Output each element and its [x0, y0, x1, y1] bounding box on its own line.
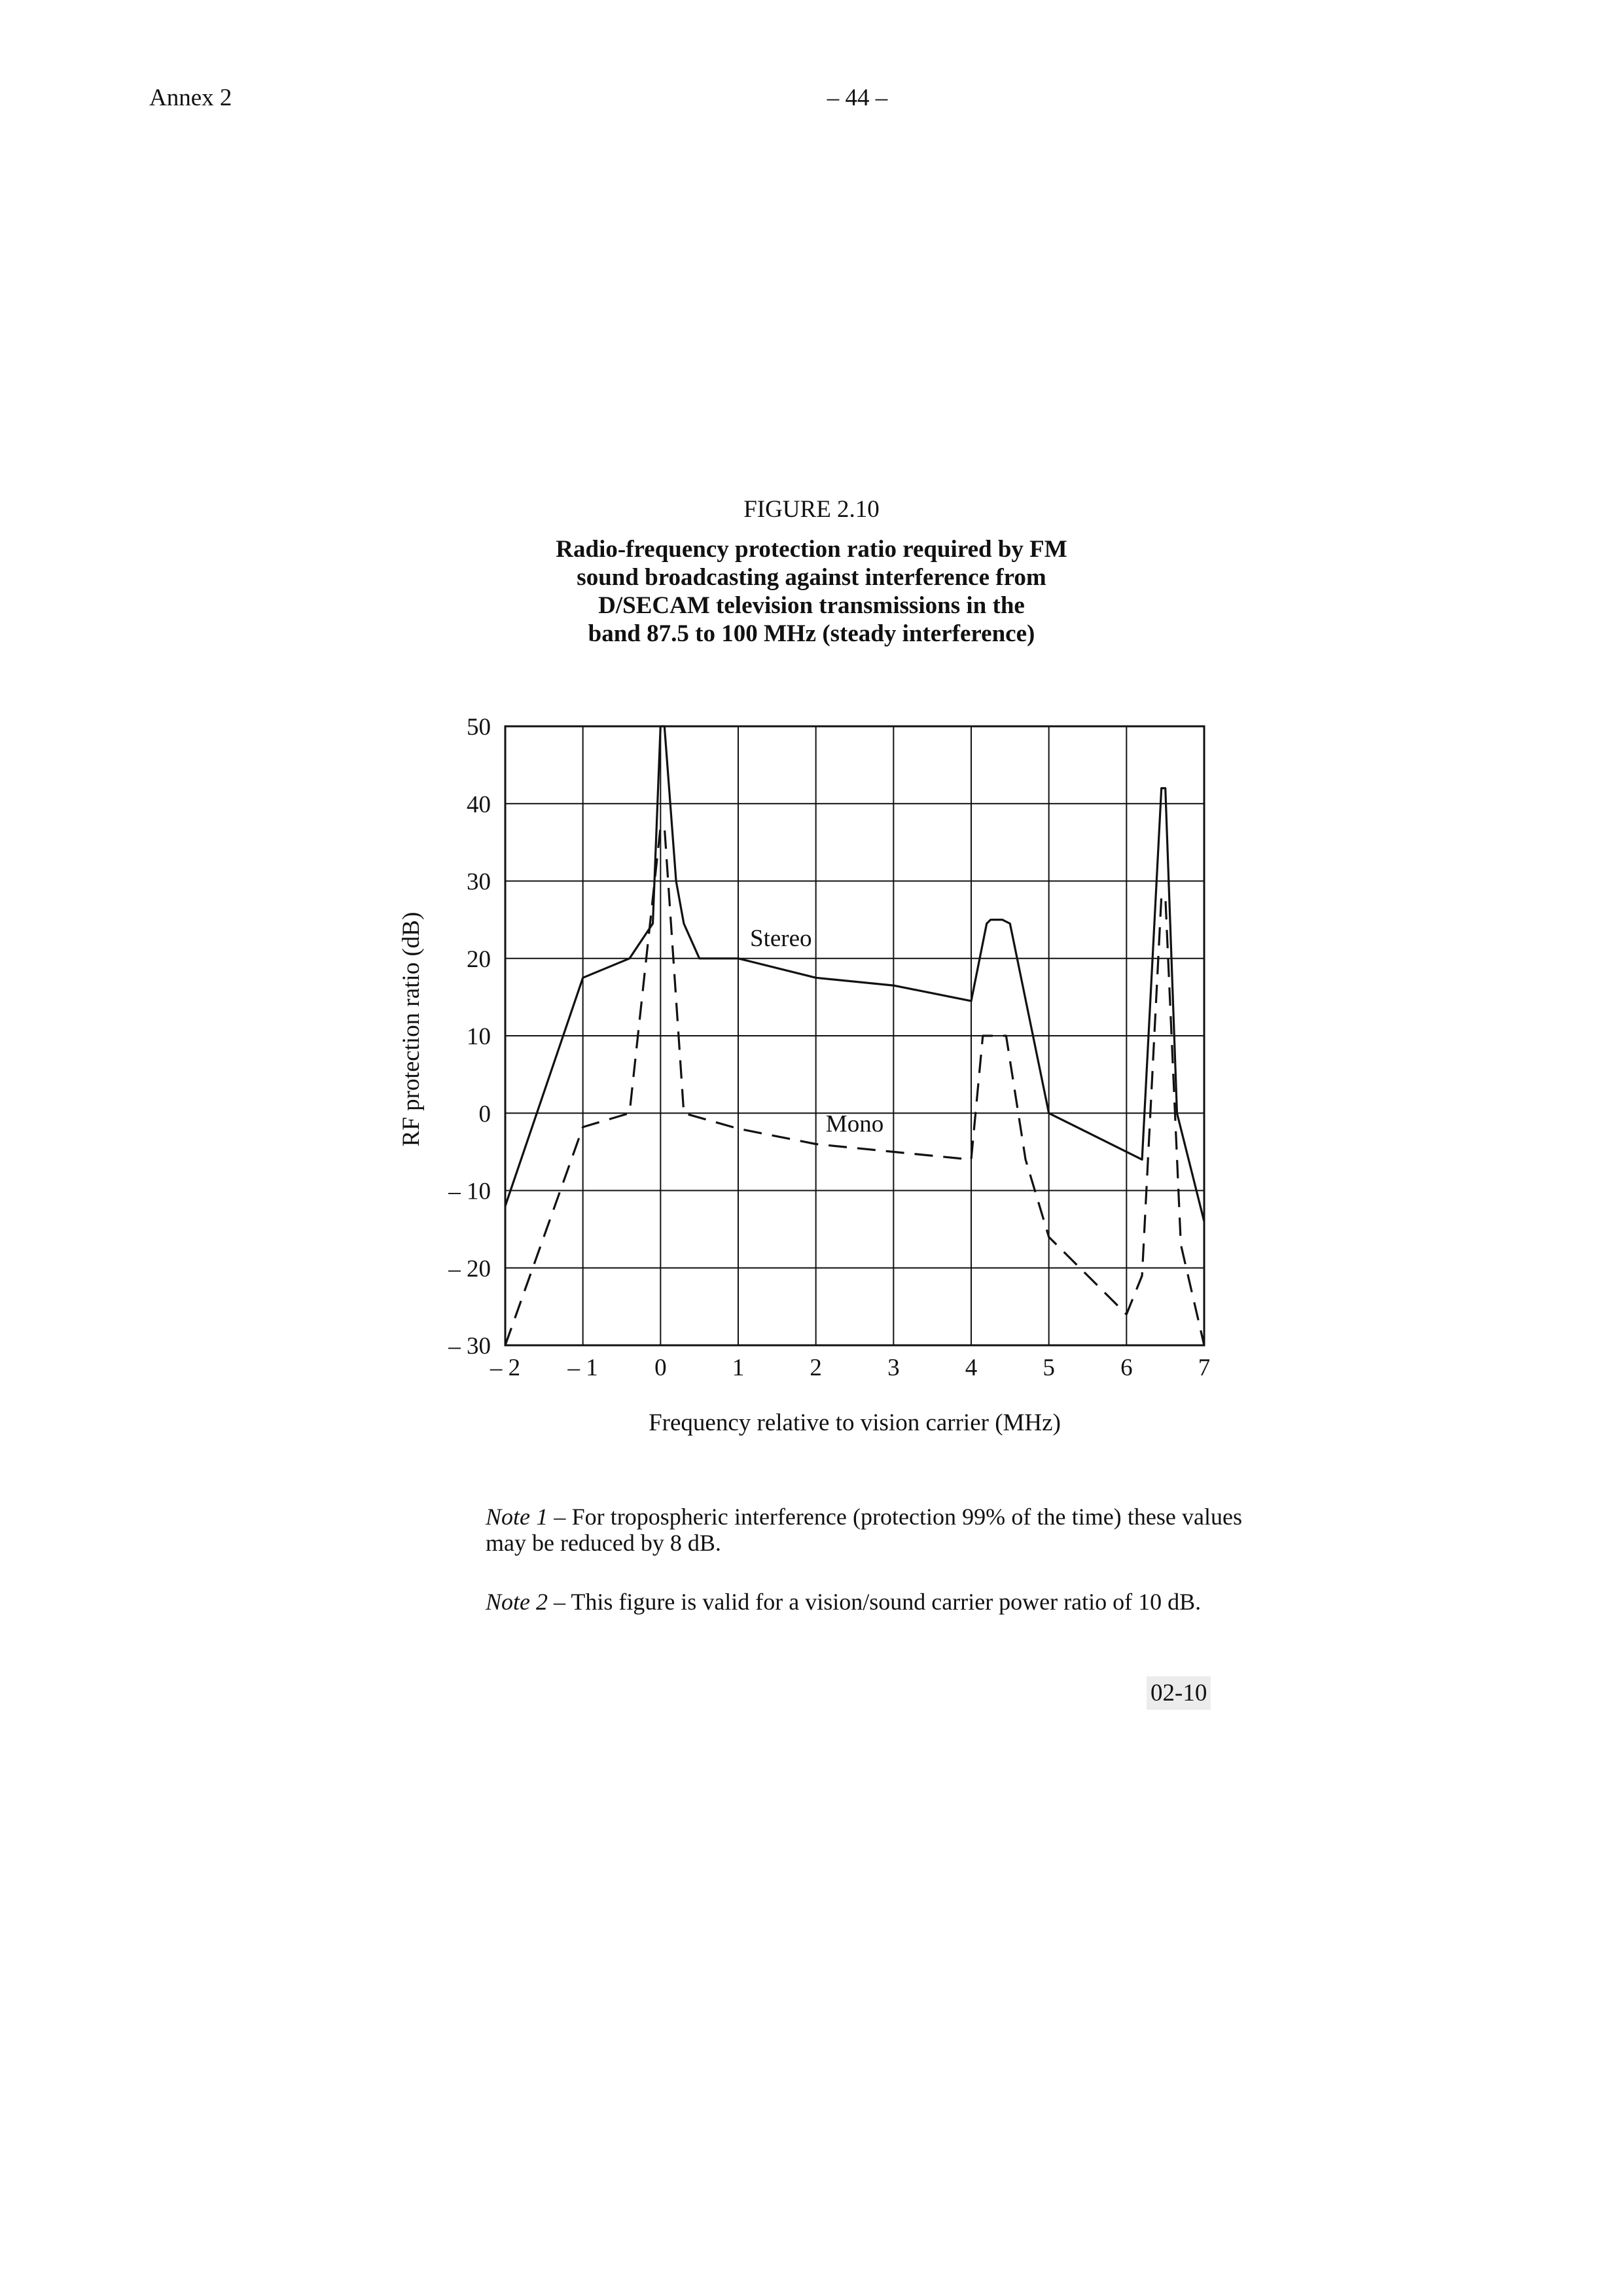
y-tick-label: 40: [467, 791, 491, 818]
series-annotations: Stereo Mono: [750, 925, 883, 1138]
x-tick-label: 5: [1043, 1354, 1055, 1381]
y-tick-label: – 20: [448, 1256, 491, 1282]
series-layer: [504, 725, 1205, 1346]
figure-code: 02-10: [1147, 1676, 1211, 1710]
y-tick-label: 20: [467, 946, 491, 973]
figure-title-line-1: Radio-frequency protection ratio require…: [556, 536, 1067, 563]
y-tick-label: 50: [467, 714, 491, 741]
figure-number: FIGURE 2.10: [743, 496, 880, 523]
x-tick-label: 6: [1120, 1354, 1133, 1381]
y-tick-label: – 30: [448, 1333, 491, 1360]
note-1-text: – For tropospheric interference (protect…: [486, 1504, 1243, 1556]
x-tick-label: 4: [965, 1354, 978, 1381]
y-tick-label: 30: [467, 869, 491, 896]
figure-title: Radio-frequency protection ratio require…: [550, 535, 1073, 648]
plot-frame: [504, 725, 1205, 1347]
note-2-label: Note 2: [486, 1589, 548, 1615]
x-axis-label: Frequency relative to vision carrier (MH…: [649, 1409, 1061, 1436]
y-axis-label: RF protection ratio (dB): [398, 912, 425, 1147]
y-tick-label: 0: [479, 1101, 491, 1127]
note-2: Note 2 – This figure is valid for a visi…: [486, 1589, 1242, 1615]
series-line-mono: [504, 826, 1205, 1346]
x-tick-label: 0: [654, 1354, 667, 1381]
figure-title-line-4: band 87.5 to 100 MHz (steady interferenc…: [588, 620, 1035, 647]
x-tick-label: 1: [732, 1354, 745, 1381]
y-tick-label: – 10: [448, 1178, 491, 1205]
series-line-stereo: [504, 725, 1205, 1222]
header-annex-label: Annex 2: [149, 84, 232, 111]
figure-title-line-2: sound broadcasting against interference …: [577, 564, 1046, 591]
figure-title-line-3: D/SECAM television transmissions in the: [598, 592, 1025, 619]
note-2-text: – This figure is valid for a vision/soun…: [548, 1589, 1202, 1615]
x-tick-label: 3: [887, 1354, 900, 1381]
x-tick-label: 2: [810, 1354, 822, 1381]
note-1-label: Note 1: [486, 1504, 548, 1530]
x-tick-label: – 2: [490, 1354, 520, 1381]
y-tick-label: 10: [467, 1023, 491, 1050]
page-number: – 44 –: [827, 84, 888, 111]
chart-grid: [505, 726, 1205, 1346]
x-tick-label: – 1: [567, 1354, 598, 1381]
series-label-stereo: Stereo: [750, 925, 812, 952]
x-tick-label: 7: [1198, 1354, 1211, 1381]
series-label-mono: Mono: [826, 1111, 883, 1138]
note-1: Note 1 – For tropospheric interference (…: [486, 1504, 1242, 1556]
